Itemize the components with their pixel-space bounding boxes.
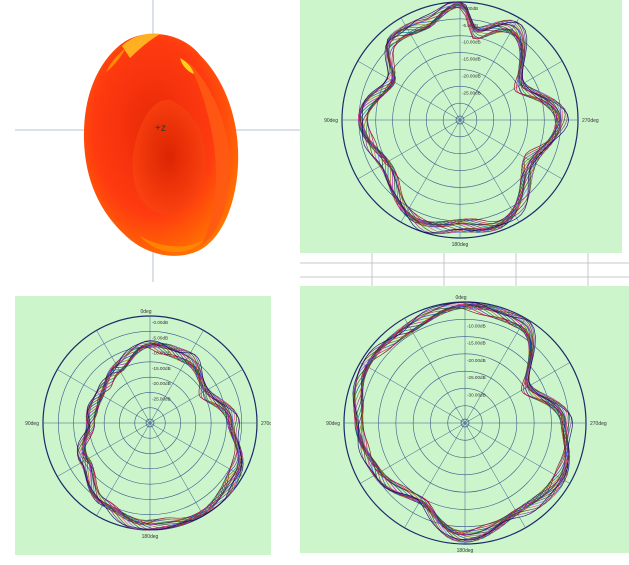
polar-spoke — [464, 422, 570, 484]
polar-grid — [341, 1, 579, 239]
polar-center — [145, 418, 155, 428]
polar-spoke — [57, 422, 151, 477]
polar-series-trace — [354, 303, 569, 543]
angle-label-left: 90deg — [326, 421, 340, 427]
polar-chart-top-right: -0.00dB -5.00dB -10.00dB -15.00dB -20.00dB -2… — [300, 0, 622, 253]
polar-spoke — [464, 318, 526, 424]
pattern-3d-panel: +z — [0, 0, 300, 282]
polar-spoke — [459, 119, 563, 180]
polar-spoke — [357, 119, 461, 180]
polar-plot-svg: -5.00dB-10.00dB-15.00dB-20.00dB-25.00dB-… — [326, 295, 607, 554]
radial-tick-label: -15.00dB — [467, 341, 486, 346]
angle-label-right: 270deg — [590, 421, 607, 427]
polar-spoke — [149, 369, 243, 424]
radial-tick-label: -25.00dB — [462, 90, 481, 95]
polar-grid — [343, 301, 587, 545]
polar-series-trace — [352, 301, 572, 540]
polar-spoke — [360, 362, 466, 424]
polar-spoke — [149, 422, 204, 516]
radial-tick-label: -5.00dB — [152, 335, 168, 340]
axis-label-plus-z: +z — [155, 123, 166, 134]
angle-label-left: 90deg — [25, 421, 39, 427]
radial-tick-label: -10.00dB — [467, 323, 486, 328]
polar-spoke — [404, 318, 466, 424]
background-grid-right — [300, 253, 629, 286]
angle-label-left: 90deg — [324, 118, 338, 124]
polar-spoke — [96, 330, 151, 424]
radial-tick-label: -20.00dB — [152, 381, 171, 386]
polar-spoke — [459, 119, 520, 223]
radial-tick-label: -5.00dB — [462, 23, 478, 28]
radial-tick-label: -10.00dB — [462, 40, 481, 45]
polar-spoke — [404, 422, 466, 528]
angle-label-bottom: 180deg — [142, 534, 159, 540]
polar-plot-svg: -0.00dB -5.00dB -10.00dB -15.00dB -20.00dB -2… — [324, 0, 599, 248]
polar-series-trace — [367, 3, 560, 228]
radial-tick-label: -20.00dB — [467, 358, 486, 363]
polar-spoke — [400, 119, 461, 223]
polar-series-trace — [76, 340, 243, 530]
angle-label-right: 270deg — [582, 118, 599, 124]
angle-label-bottom: 180deg — [457, 548, 474, 553]
polar-series-trace — [76, 340, 243, 530]
polar-spoke — [96, 422, 151, 516]
pattern-3d-view: +z — [15, 0, 300, 282]
polar-series-trace — [358, 2, 564, 234]
angle-label-top: 0deg — [140, 309, 151, 315]
polar-spoke — [459, 17, 520, 121]
radial-tick-label: -0.00dB — [462, 6, 478, 11]
polar-spoke — [464, 422, 526, 528]
polar-spoke — [357, 60, 461, 121]
polar-series-group — [357, 1, 570, 234]
polar-series-trace — [360, 1, 568, 234]
polar-chart-bottom-left: -0.00dB -5.00dB -10.00dB -15.00dB -20.00dB -2… — [15, 296, 278, 555]
polar-series-trace — [78, 342, 241, 531]
polar-series-group — [76, 340, 244, 531]
polar-series-trace — [81, 343, 239, 522]
polar-series-trace — [361, 1, 570, 234]
radial-tick-label: -25.00dB — [152, 396, 171, 401]
polar-spoke — [464, 362, 570, 424]
angle-label-top: 0deg — [450, 0, 461, 1]
polar-center — [455, 115, 465, 125]
angle-label-right: 270deg — [261, 421, 271, 427]
polar-plot-svg: -0.00dB-5.00dB-10.00dB-15.00dB-20.00dB-2… — [25, 309, 278, 540]
polar-spoke — [459, 60, 563, 121]
polar-spoke — [360, 422, 466, 484]
polar-center — [460, 418, 470, 428]
radial-tick-label: -20.00dB — [462, 73, 481, 78]
angle-label-bottom: 180deg — [452, 242, 469, 248]
radial-tick-label: -25.00dB — [467, 375, 486, 380]
radial-tick-label: -0.00dB — [152, 320, 168, 325]
angle-label-top: 0deg — [455, 295, 466, 301]
pattern-3d-shape — [83, 33, 239, 256]
radial-tick-label: -30.00dB — [467, 392, 486, 397]
polar-chart-bottom-right: -5.00dB -10.00dB -15.00dB -20.00dB -25.00dB -… — [300, 286, 629, 554]
radial-tick-label: -15.00dB — [462, 57, 481, 62]
polar-series-trace — [360, 304, 566, 532]
polar-series-trace — [352, 301, 574, 541]
radial-tick-label: -15.00dB — [152, 366, 171, 371]
polar-spoke — [149, 422, 243, 477]
polar-spoke — [149, 330, 204, 424]
polar-series-group — [352, 301, 574, 543]
